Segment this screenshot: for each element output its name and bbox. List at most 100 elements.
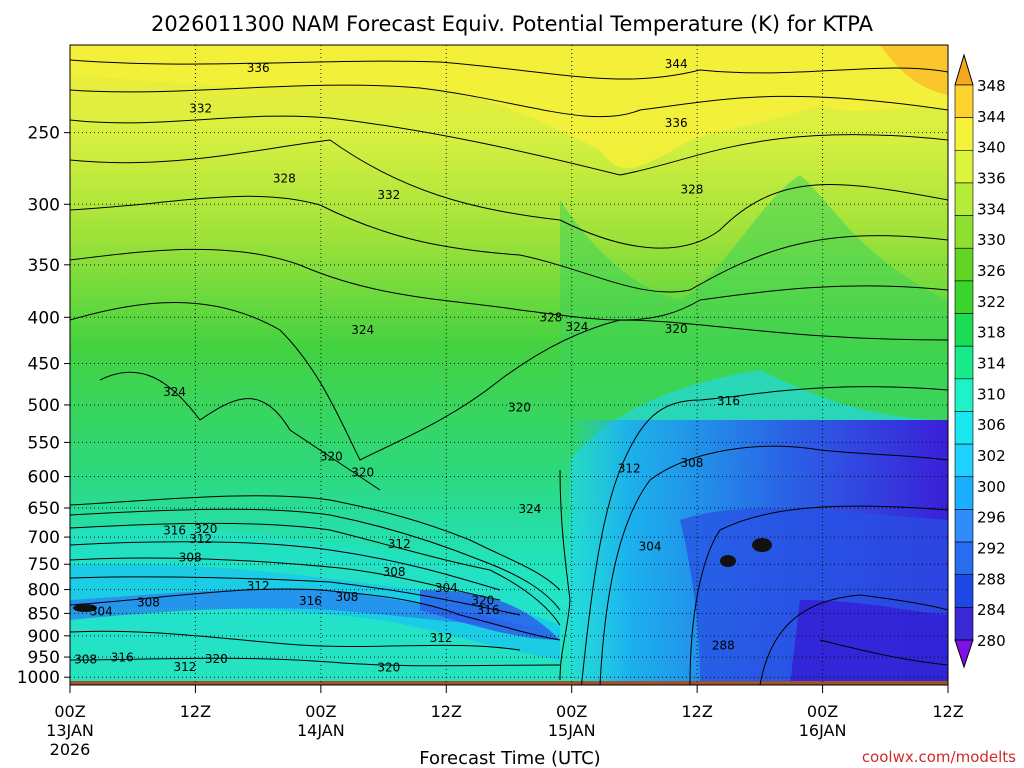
contour-label: 312 [618, 462, 641, 476]
y-tick-label: 450 [28, 355, 60, 375]
colorbar-arrow-top [954, 53, 974, 86]
colorbar-swatch [954, 509, 974, 543]
x-tick-label: 00Z [807, 702, 838, 721]
contour-label: 308 [680, 456, 703, 470]
x-date-label: 16JAN [799, 721, 847, 740]
contour-label: 312 [247, 579, 270, 593]
contour-label: 304 [435, 581, 458, 595]
watermark: coolwx.com/modelts [862, 748, 1016, 766]
colorbar-label: 340 [977, 139, 1006, 157]
contour-label: 312 [388, 537, 411, 551]
x-tick-label: 12Z [431, 702, 462, 721]
colorbar-swatch [954, 443, 974, 478]
x-date-label: 15JAN [548, 721, 596, 740]
y-axis: 250 300 350 400 450 500 550 600 650 700 750 800 850 9… [17, 124, 70, 688]
contour-label: 316 [163, 523, 186, 537]
contour-label: 316 [477, 603, 500, 617]
contour-label: 320 [665, 322, 688, 336]
contour-label: 320 [320, 449, 343, 463]
colorbar-label: 334 [977, 200, 1006, 218]
colorbar-swatch [954, 345, 974, 380]
y-tick-label: 800 [28, 581, 60, 601]
colorbar-swatch [954, 476, 974, 510]
y-tick-label: 250 [28, 124, 60, 144]
contour-label: 316 [717, 394, 740, 408]
colorbar-swatch [954, 117, 974, 151]
colorbar: 348 344 340 336 334 330 326 322 318 314 310 306 302 3… [954, 53, 1006, 669]
colorbar-label: 280 [977, 632, 1006, 650]
colorbar-label: 348 [977, 77, 1006, 95]
colorbar-label: 322 [977, 293, 1006, 311]
contour-label: 332 [189, 101, 212, 115]
y-tick-label: 850 [28, 604, 60, 624]
colorbar-swatch [954, 378, 974, 412]
contour-label: 308 [383, 565, 406, 579]
colorbar-label: 300 [977, 478, 1006, 496]
y-tick-label: 350 [28, 256, 60, 276]
colorbar-swatch [954, 574, 974, 608]
x-year-label: 2026 [50, 740, 91, 759]
y-tick-label: 550 [28, 433, 60, 453]
y-tick-label: 600 [28, 468, 60, 488]
x-tick-label: 12Z [932, 702, 963, 721]
contour-label: 304 [639, 540, 662, 554]
contour-label: 320 [471, 594, 494, 608]
contour-label: 308 [137, 596, 160, 610]
x-tick-label: 12Z [681, 702, 712, 721]
colorbar-label: 296 [977, 509, 1006, 527]
plot-area: 3363323283323243243283243443363283203163… [70, 45, 948, 685]
contour-label: 324 [351, 323, 374, 337]
colorbar-swatch [954, 280, 974, 314]
y-tick-label: 950 [28, 648, 60, 668]
contour-label: 344 [665, 57, 688, 71]
contour-label: 320 [351, 466, 374, 480]
colorbar-swatch [954, 411, 974, 445]
y-tick-label: 650 [28, 499, 60, 519]
chart-title: 2026011300 NAM Forecast Equiv. Potential… [151, 12, 874, 36]
contour-label: 332 [377, 188, 400, 202]
y-tick-label: 700 [28, 528, 60, 548]
colorbar-swatch [954, 247, 974, 282]
colorbar-label: 306 [977, 416, 1006, 434]
contour-label: 336 [665, 116, 688, 130]
y-tick-label: 1000 [17, 668, 60, 688]
colorbar-swatch [954, 84, 974, 118]
x-date-label: 13JAN [46, 721, 94, 740]
contour-label: 324 [518, 502, 541, 516]
colorbar-swatch [954, 541, 974, 576]
x-tick-label: 00Z [556, 702, 587, 721]
contour-label: 312 [430, 631, 453, 645]
contour-label: 312 [174, 660, 197, 674]
y-tick-label: 400 [28, 308, 60, 328]
colorbar-label: 314 [977, 355, 1006, 373]
colorbar-label: 326 [977, 262, 1006, 280]
x-tick-label: 00Z [54, 702, 85, 721]
contour-label: 328 [273, 172, 296, 186]
colorbar-label: 288 [977, 570, 1006, 588]
contour-label: 324 [565, 320, 588, 334]
colorbar-swatch [954, 149, 974, 184]
colorbar-label: 292 [977, 540, 1006, 558]
colorbar-swatch [954, 215, 974, 249]
x-date-label: 14JAN [297, 721, 345, 740]
contour-label: 336 [247, 61, 270, 75]
colorbar-swatch [954, 313, 974, 347]
contour-label: 288 [712, 638, 735, 652]
contour-label: 320 [377, 661, 400, 675]
contour-label: 324 [163, 385, 186, 399]
contour-label: 320 [508, 400, 531, 414]
colorbar-label: 318 [977, 324, 1006, 342]
contour-label: 312 [189, 532, 212, 546]
colorbar-arrow-bottom [954, 639, 974, 669]
colorbar-label: 344 [977, 108, 1006, 126]
contour-label: 316 [299, 594, 322, 608]
contour-label: 320 [194, 522, 217, 536]
plot-frame [69, 44, 949, 686]
y-tick-label: 500 [28, 396, 60, 416]
contour-label: 320 [205, 652, 228, 666]
contour-label: 308 [179, 550, 202, 564]
colorbar-label: 310 [977, 385, 1006, 403]
contour-label: 328 [680, 183, 703, 197]
